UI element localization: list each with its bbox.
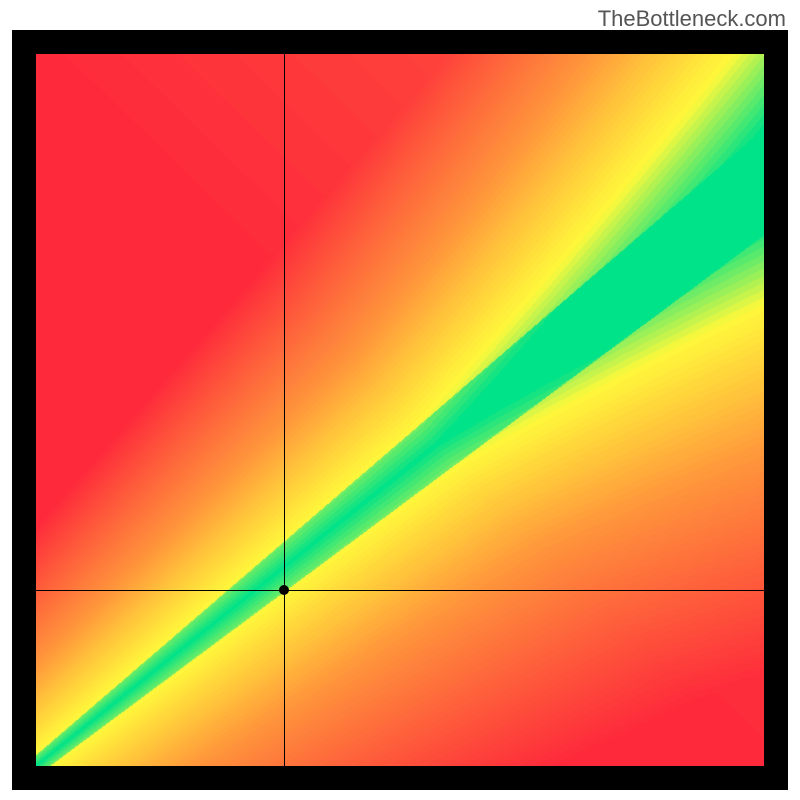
crosshair-marker — [279, 585, 289, 595]
chart-frame — [12, 30, 788, 790]
plot-area — [36, 54, 764, 766]
crosshair-horizontal — [36, 590, 764, 591]
watermark-text: TheBottleneck.com — [598, 6, 786, 32]
crosshair-vertical — [284, 54, 285, 766]
heatmap-canvas — [36, 54, 764, 766]
